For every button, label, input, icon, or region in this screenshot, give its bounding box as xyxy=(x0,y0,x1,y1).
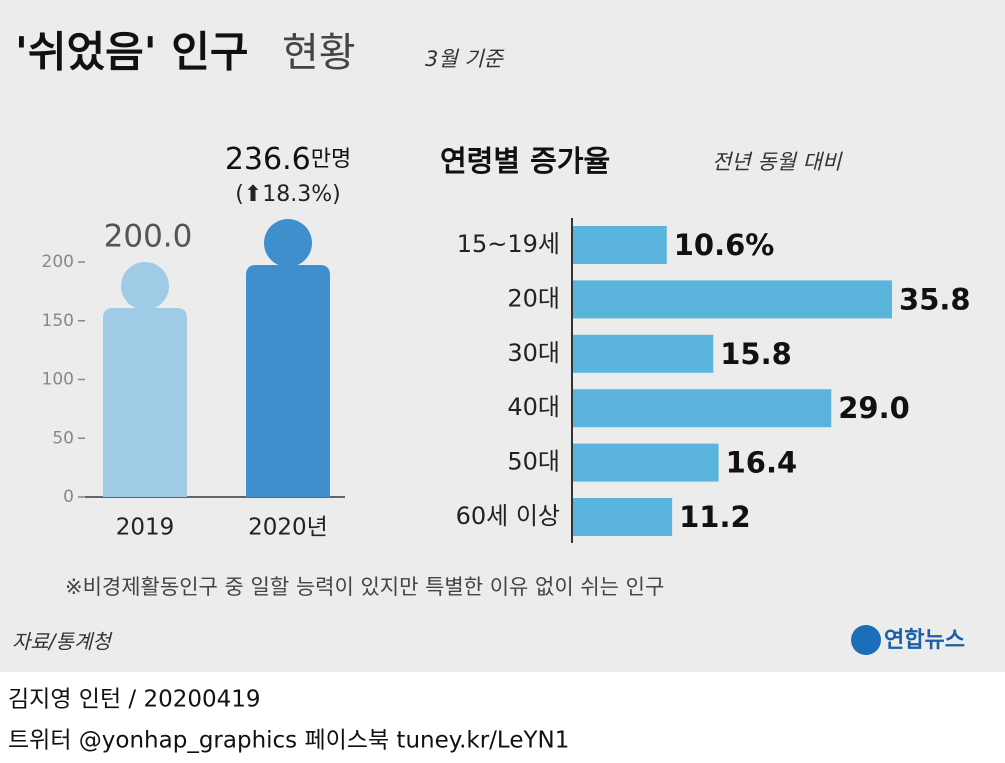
value-label: 11.2 xyxy=(679,500,751,534)
y-tick-label: 100 xyxy=(42,370,74,390)
value-label: 236.6 xyxy=(225,142,311,177)
value-label: 35.8 xyxy=(899,282,971,316)
chart-title: 연령별 증가율 xyxy=(440,144,610,178)
value-label: 16.4 xyxy=(726,446,798,480)
category-label: 30대 xyxy=(507,339,560,367)
bar xyxy=(572,498,673,536)
bar xyxy=(572,389,832,428)
value-label: 10.6% xyxy=(674,228,775,262)
unit-label: 만명 xyxy=(311,147,351,172)
value-label: 15.8 xyxy=(720,337,792,371)
category-label: 60세 이상 xyxy=(456,502,560,530)
x-tick-label: 2020년 xyxy=(248,515,328,541)
category-label: 20대 xyxy=(507,284,560,312)
person-bar-head xyxy=(121,262,169,310)
category-label: 40대 xyxy=(507,393,560,421)
x-tick-label: 2019 xyxy=(116,515,175,541)
value-label: 29.0 xyxy=(838,391,910,425)
note: 3월 기준 xyxy=(425,47,505,71)
y-tick-label: 50 xyxy=(52,428,74,448)
credit-strip xyxy=(0,672,1005,763)
sns: 트위터 @yonhap_graphics 페이스북 tuney.kr/LeYN1 xyxy=(8,728,569,754)
title: '쉬었음' 인구 xyxy=(15,28,249,77)
value-label-group: 236.6만명 xyxy=(225,142,351,177)
value-label: 200.0 xyxy=(104,219,193,255)
category-label: 50대 xyxy=(507,448,560,476)
logo: 연합뉴스 xyxy=(884,627,965,653)
credit: 김지영 인턴 / 20200419 xyxy=(8,687,261,713)
bar xyxy=(572,226,667,264)
change-annotation: (⬆18.3%) xyxy=(235,182,341,207)
y-tick-label: 150 xyxy=(42,311,74,331)
category-label: 15~19세 xyxy=(457,230,560,258)
title-light: 현황 xyxy=(282,30,356,76)
bar xyxy=(572,334,714,373)
bar xyxy=(572,443,719,482)
y-tick-label: 200 xyxy=(42,252,74,272)
logo-icon xyxy=(851,625,881,655)
chart-subtitle: 전년 동월 대비 xyxy=(712,150,843,174)
person-bar-head xyxy=(264,218,312,267)
footnote: ※비경제활동인구 중 일할 능력이 있지만 특별한 이유 없이 쉬는 인구 xyxy=(65,575,664,599)
source: 자료/통계청 xyxy=(12,630,113,654)
y-tick-label: 0 xyxy=(63,487,74,507)
person-bar-body xyxy=(246,264,330,497)
bar xyxy=(572,280,893,319)
person-bar-body xyxy=(103,308,187,497)
